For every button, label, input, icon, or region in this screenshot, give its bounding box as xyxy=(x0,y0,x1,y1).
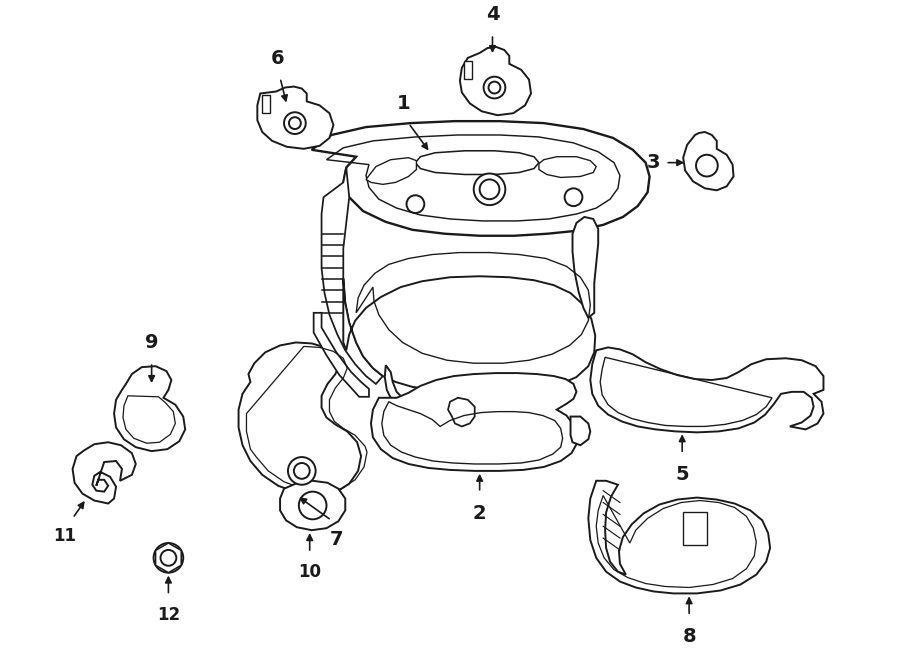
Circle shape xyxy=(284,112,306,134)
Circle shape xyxy=(407,195,424,213)
Text: 12: 12 xyxy=(157,606,180,624)
Circle shape xyxy=(289,117,301,129)
Circle shape xyxy=(288,457,316,485)
Polygon shape xyxy=(464,61,472,79)
Circle shape xyxy=(489,81,500,93)
Text: 8: 8 xyxy=(682,627,696,646)
Polygon shape xyxy=(589,481,770,594)
Circle shape xyxy=(480,179,500,199)
Circle shape xyxy=(294,463,310,479)
Polygon shape xyxy=(321,168,382,384)
Polygon shape xyxy=(683,512,706,545)
Polygon shape xyxy=(590,348,824,432)
Text: 9: 9 xyxy=(145,333,158,352)
Polygon shape xyxy=(448,398,474,426)
Circle shape xyxy=(299,492,327,520)
Circle shape xyxy=(696,155,718,176)
Polygon shape xyxy=(156,543,181,572)
Polygon shape xyxy=(371,373,577,471)
Text: 5: 5 xyxy=(675,465,689,484)
Polygon shape xyxy=(572,217,598,318)
Text: 2: 2 xyxy=(472,504,487,522)
Polygon shape xyxy=(311,121,650,236)
Polygon shape xyxy=(416,151,539,175)
Text: 7: 7 xyxy=(329,530,343,549)
Polygon shape xyxy=(238,342,361,496)
Polygon shape xyxy=(73,442,136,504)
Polygon shape xyxy=(366,158,417,184)
Text: 4: 4 xyxy=(486,5,500,24)
Polygon shape xyxy=(262,95,270,113)
Polygon shape xyxy=(314,313,369,397)
Text: 3: 3 xyxy=(647,153,661,172)
Circle shape xyxy=(154,543,184,572)
Polygon shape xyxy=(539,157,596,177)
Text: 10: 10 xyxy=(298,563,321,581)
Circle shape xyxy=(564,188,582,206)
Text: 1: 1 xyxy=(397,95,410,113)
Polygon shape xyxy=(280,481,346,530)
Circle shape xyxy=(483,77,505,98)
Polygon shape xyxy=(385,365,454,434)
Text: 11: 11 xyxy=(53,527,76,545)
Polygon shape xyxy=(460,47,531,115)
Circle shape xyxy=(160,550,176,566)
Text: 6: 6 xyxy=(270,49,284,68)
Polygon shape xyxy=(257,87,333,149)
Polygon shape xyxy=(571,416,590,446)
Polygon shape xyxy=(683,132,734,190)
Polygon shape xyxy=(114,366,185,451)
Polygon shape xyxy=(343,276,595,392)
Circle shape xyxy=(473,173,505,205)
